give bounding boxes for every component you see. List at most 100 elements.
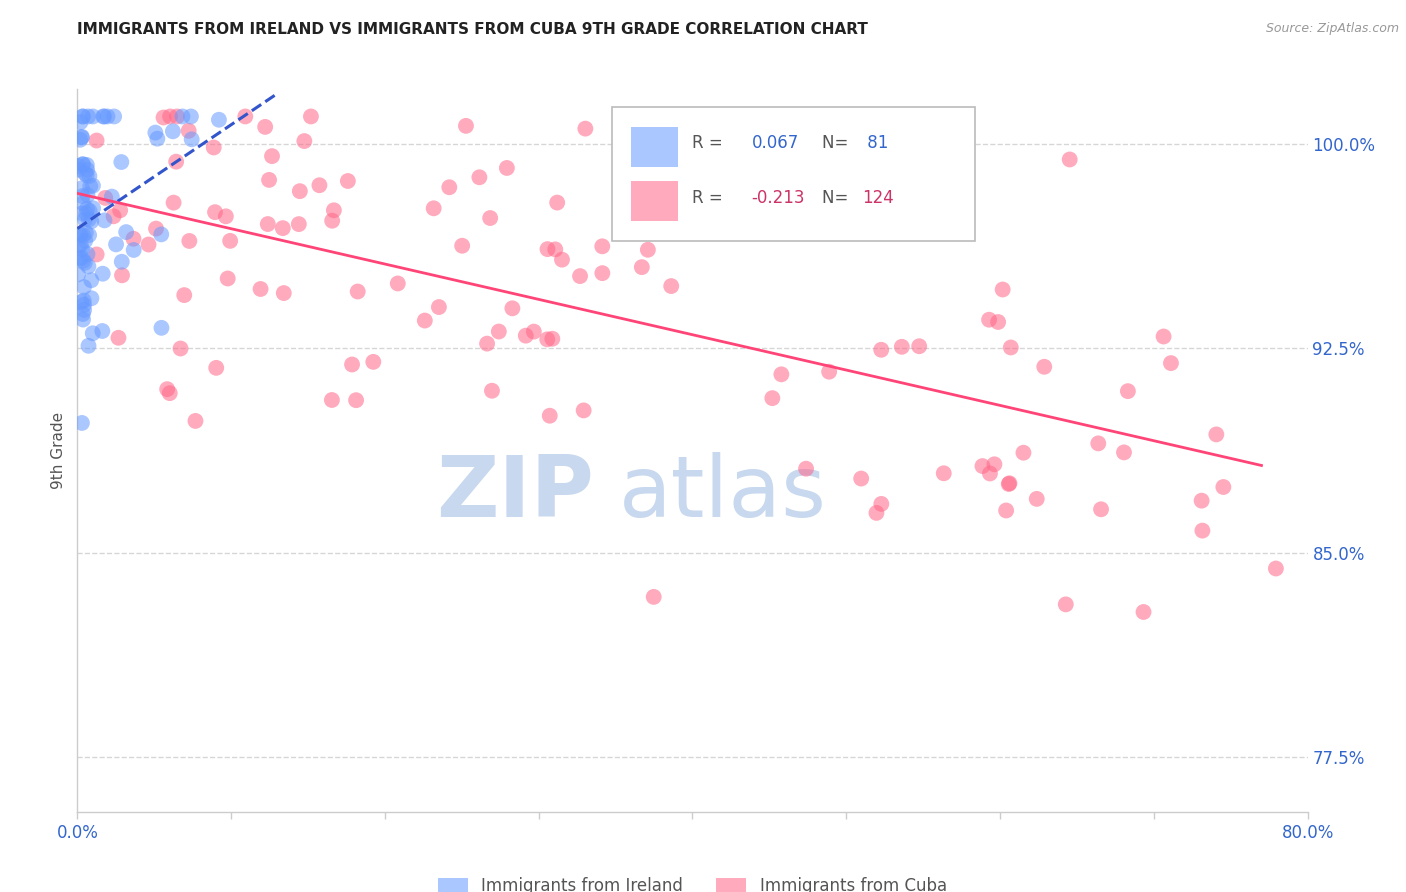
Point <box>111 268 134 283</box>
Point <box>523 325 546 339</box>
Point <box>643 590 665 604</box>
Point <box>67 268 90 282</box>
Point <box>169 342 191 356</box>
Point <box>77 228 100 243</box>
Point <box>797 110 820 124</box>
Point <box>1132 605 1154 619</box>
Point <box>346 285 368 299</box>
Point <box>94 191 117 205</box>
Point <box>344 393 367 408</box>
Point <box>70 243 93 257</box>
Point <box>273 286 295 301</box>
Point <box>308 178 330 193</box>
Point <box>205 360 228 375</box>
Point <box>166 110 188 124</box>
Point <box>72 189 94 203</box>
Point <box>730 143 752 157</box>
Point <box>321 213 343 227</box>
Point <box>987 315 1010 329</box>
Point <box>67 227 90 242</box>
Point <box>233 110 256 124</box>
Text: ZIP: ZIP <box>436 452 595 535</box>
Point <box>879 217 901 231</box>
Point <box>122 243 145 257</box>
Text: N=: N= <box>821 135 853 153</box>
Point <box>538 409 561 423</box>
Point <box>72 157 94 171</box>
Point <box>551 252 574 267</box>
Point <box>111 254 134 268</box>
Point <box>162 195 184 210</box>
Point <box>69 115 91 129</box>
Point <box>321 392 343 407</box>
Point <box>76 202 98 216</box>
Point <box>146 131 169 145</box>
Point <box>91 267 114 281</box>
Point <box>1090 502 1112 516</box>
Point <box>67 159 90 173</box>
Point <box>72 196 94 211</box>
Point <box>336 174 359 188</box>
Point <box>70 416 93 430</box>
Point <box>180 132 202 146</box>
Point <box>1025 491 1047 506</box>
Point <box>73 293 96 308</box>
Point <box>979 467 1001 481</box>
Point <box>93 110 115 124</box>
Point <box>1059 153 1081 167</box>
Point <box>69 133 91 147</box>
Point <box>546 195 568 210</box>
Point <box>173 288 195 302</box>
Point <box>73 256 96 270</box>
Point <box>215 210 238 224</box>
Point <box>260 149 283 163</box>
Point <box>1112 445 1135 459</box>
Point <box>536 242 558 256</box>
Point <box>80 291 103 305</box>
Bar <box>631 181 678 221</box>
Point <box>659 279 682 293</box>
Point <box>77 339 100 353</box>
Point <box>544 243 567 257</box>
Point <box>818 365 841 379</box>
Point <box>288 184 311 198</box>
Point <box>475 336 498 351</box>
Text: R =: R = <box>693 135 728 153</box>
Point <box>179 234 201 248</box>
Point <box>101 189 124 203</box>
Point <box>70 251 93 265</box>
Point <box>983 458 1005 472</box>
Point <box>536 332 558 346</box>
Point <box>82 201 104 215</box>
Point <box>80 273 103 287</box>
Point <box>630 260 652 274</box>
Point <box>572 403 595 417</box>
Text: Source: ZipAtlas.com: Source: ZipAtlas.com <box>1265 22 1399 36</box>
Point <box>451 239 474 253</box>
Point <box>591 239 613 253</box>
Point <box>152 111 174 125</box>
Point <box>70 181 93 195</box>
Point <box>761 391 783 405</box>
Point <box>340 358 363 372</box>
Point <box>202 140 225 154</box>
Point <box>995 503 1018 517</box>
Text: 124: 124 <box>862 188 894 207</box>
Point <box>870 343 893 357</box>
Point <box>69 227 91 242</box>
Point <box>103 209 125 223</box>
Point <box>77 110 100 124</box>
Point <box>76 158 98 172</box>
Text: N=: N= <box>821 188 853 207</box>
Point <box>219 234 242 248</box>
Y-axis label: 9th Grade: 9th Grade <box>51 412 66 489</box>
Point <box>541 332 564 346</box>
Point <box>67 162 90 177</box>
Point <box>257 173 280 187</box>
Point <box>93 213 115 227</box>
Point <box>70 130 93 145</box>
Point <box>780 110 803 124</box>
Point <box>165 154 187 169</box>
FancyBboxPatch shape <box>613 107 976 241</box>
Text: IMMIGRANTS FROM IRELAND VS IMMIGRANTS FROM CUBA 9TH GRADE CORRELATION CHART: IMMIGRANTS FROM IRELAND VS IMMIGRANTS FR… <box>77 22 869 37</box>
